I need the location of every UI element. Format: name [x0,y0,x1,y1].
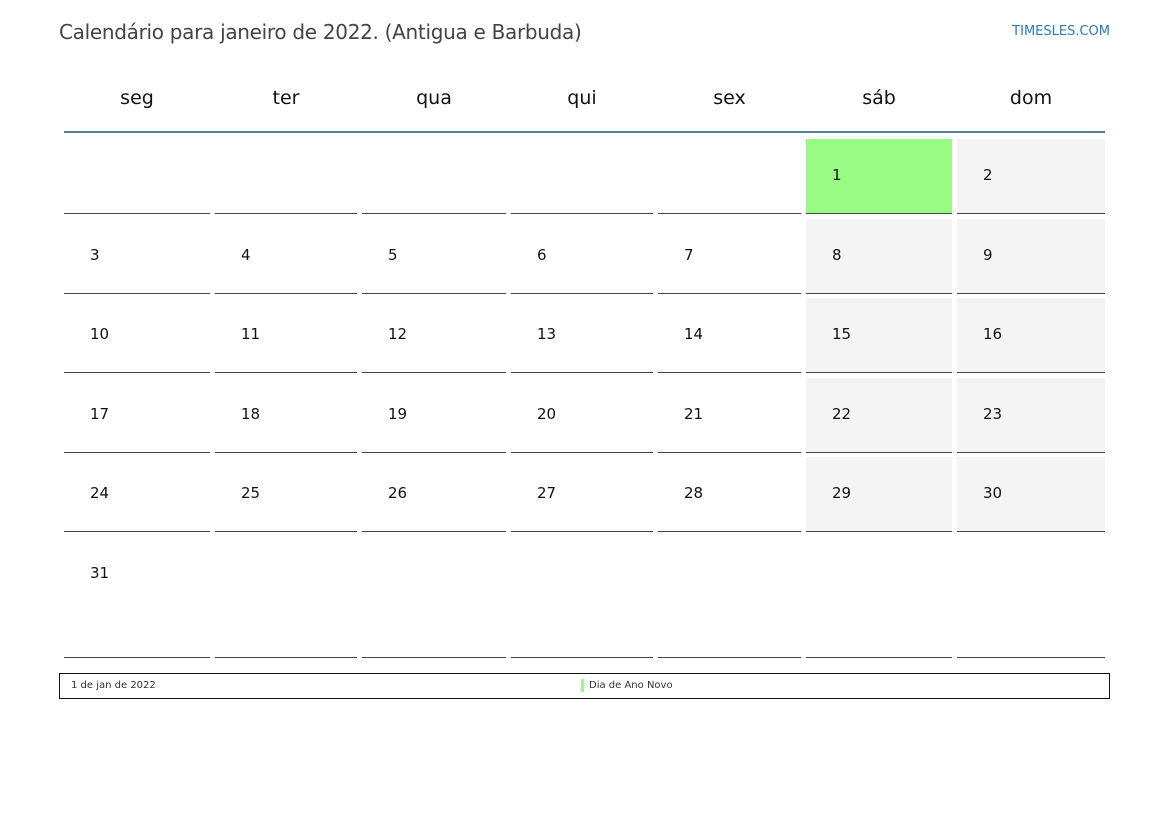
day-cell[interactable]: 4 [215,219,357,294]
day-cell[interactable]: 6 [511,219,653,294]
day-cell[interactable]: 26 [362,457,506,532]
day-cell[interactable]: 16 [957,298,1105,373]
day-cell[interactable]: 3 [64,219,210,294]
day-cell[interactable]: 5 [362,219,506,294]
legend-holiday-name: Dia de Ano Novo [589,680,673,691]
day-cell[interactable]: 18 [215,378,357,453]
day-cell[interactable]: 24 [64,457,210,532]
day-number: 4 [241,246,251,264]
day-number: 21 [684,405,704,423]
day-cell [362,537,506,658]
weekday-header: qui [567,87,597,109]
day-cell[interactable]: 11 [215,298,357,373]
day-number: 16 [983,325,1003,343]
day-number: 10 [90,325,110,343]
day-cell[interactable]: 30 [957,457,1105,532]
day-cell[interactable]: 2 [957,139,1105,214]
day-cell[interactable]: 14 [658,298,801,373]
day-cell[interactable]: 25 [215,457,357,532]
day-cell [511,537,653,658]
day-cell [806,537,952,658]
day-cell [957,537,1105,658]
day-cell [658,537,801,658]
day-cell[interactable]: 21 [658,378,801,453]
day-number: 25 [241,484,261,502]
day-cell[interactable]: 15 [806,298,952,373]
day-number: 31 [90,564,110,582]
day-cell[interactable]: 31 [64,537,210,658]
day-cell[interactable]: 9 [957,219,1105,294]
weekday-header: qua [416,87,452,109]
weekday-header: seg [120,87,154,109]
day-number: 7 [684,246,694,264]
day-number: 17 [90,405,110,423]
holiday-color-marker [581,679,584,692]
weekday-header: ter [272,87,300,109]
day-cell[interactable]: 28 [658,457,801,532]
day-number: 12 [388,325,408,343]
day-number: 14 [684,325,704,343]
day-cell[interactable]: 23 [957,378,1105,453]
day-cell[interactable]: 8 [806,219,952,294]
day-cell [64,139,210,214]
weekday-header: sáb [862,87,896,109]
day-number: 13 [537,325,557,343]
day-number: 24 [90,484,110,502]
day-cell[interactable]: 29 [806,457,952,532]
day-number: 19 [388,405,408,423]
day-number: 15 [832,325,852,343]
day-number: 20 [537,405,557,423]
day-cell [362,139,506,214]
day-cell[interactable]: 7 [658,219,801,294]
day-number: 6 [537,246,547,264]
day-cell [658,139,801,214]
day-number: 3 [90,246,100,264]
day-cell[interactable]: 12 [362,298,506,373]
day-cell[interactable]: 19 [362,378,506,453]
day-number: 8 [832,246,842,264]
day-number: 28 [684,484,704,502]
weekday-header: dom [1009,87,1053,109]
holiday-legend: 1 de jan de 2022 Dia de Ano Novo [59,673,1110,699]
day-number: 18 [241,405,261,423]
day-cell[interactable]: 1 [806,139,952,214]
day-cell[interactable]: 13 [511,298,653,373]
day-number: 1 [832,166,842,184]
day-cell[interactable]: 17 [64,378,210,453]
day-number: 23 [983,405,1003,423]
day-cell [215,139,357,214]
day-number: 26 [388,484,408,502]
day-number: 11 [241,325,261,343]
legend-date: 1 de jan de 2022 [71,680,156,691]
day-cell [511,139,653,214]
day-cell[interactable]: 20 [511,378,653,453]
day-number: 22 [832,405,852,423]
day-cell[interactable]: 22 [806,378,952,453]
page-title: Calendário para janeiro de 2022. (Antigu… [59,20,582,44]
day-number: 29 [832,484,852,502]
weekday-header: sex [713,87,746,109]
day-number: 9 [983,246,993,264]
day-cell[interactable]: 10 [64,298,210,373]
day-number: 27 [537,484,557,502]
day-number: 30 [983,484,1003,502]
header-divider [64,131,1105,133]
day-cell [215,537,357,658]
day-number: 2 [983,166,993,184]
day-number: 5 [388,246,398,264]
day-cell[interactable]: 27 [511,457,653,532]
brand-link[interactable]: TIMESLES.COM [1012,24,1110,39]
